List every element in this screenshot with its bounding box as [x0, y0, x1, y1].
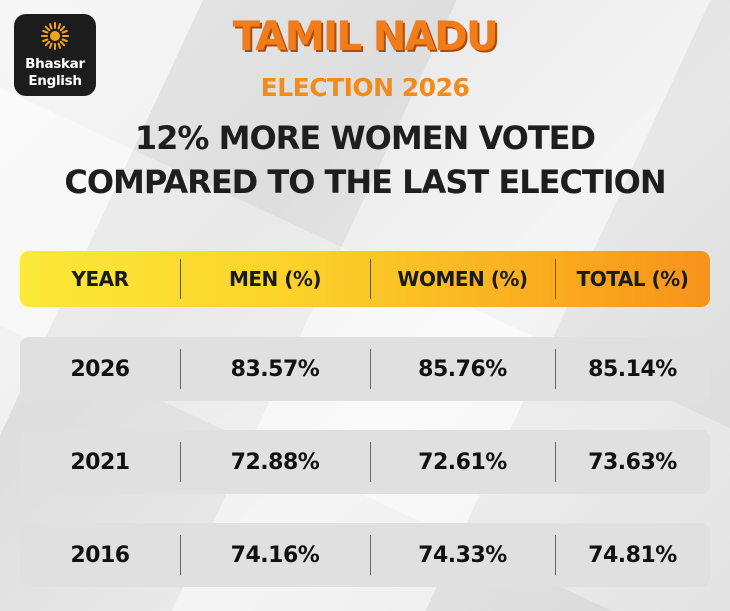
header-divider [180, 259, 181, 299]
sun-icon [41, 22, 69, 50]
row-divider [180, 349, 181, 389]
row-divider [370, 442, 371, 482]
header-divider [370, 259, 371, 299]
row-divider [555, 535, 556, 575]
column-header-total: TOTAL (%) [576, 267, 689, 291]
column-header-men: MEN (%) [228, 267, 322, 291]
logo-text-bhaskar: Bhaskar [25, 56, 85, 72]
column-header-year: YEAR [71, 267, 129, 291]
row-divider [370, 349, 371, 389]
bhaskar-english-logo: Bhaskar English [14, 14, 96, 96]
cell-women: 74.33% [418, 542, 507, 568]
cell-men: 72.88% [230, 449, 320, 475]
row-divider [555, 442, 556, 482]
cell-men: 74.16% [230, 542, 320, 568]
table-row: 2021 72.88% 72.61% 73.63% [20, 430, 710, 494]
table-row: 2016 74.16% 74.33% 74.81% [20, 523, 710, 587]
header-divider [555, 259, 556, 299]
headline: 12% MORE WOMEN VOTED COMPARED TO THE LAS… [64, 119, 666, 201]
cell-total: 73.63% [588, 449, 677, 475]
cell-total: 74.81% [588, 542, 677, 568]
row-divider [370, 535, 371, 575]
logo-text-english: English [28, 73, 82, 89]
cell-men: 83.57% [230, 356, 320, 382]
row-divider [555, 349, 556, 389]
column-header-women: WOMEN (%) [397, 267, 528, 291]
table-header: YEAR MEN (%) WOMEN (%) TOTAL (%) [20, 251, 710, 307]
table-row: 2026 83.57% 85.76% 85.14% [20, 337, 710, 401]
row-divider [180, 535, 181, 575]
cell-year: 2021 [70, 449, 130, 475]
brand-subtitle: ELECTION 2026 [260, 73, 470, 102]
brand-title: TAMIL NADU [232, 14, 499, 60]
cell-women: 72.61% [418, 449, 507, 475]
cell-total: 85.14% [588, 356, 677, 382]
cell-year: 2016 [70, 542, 130, 568]
row-divider [180, 442, 181, 482]
cell-women: 85.76% [418, 356, 507, 382]
cell-year: 2026 [70, 356, 130, 382]
